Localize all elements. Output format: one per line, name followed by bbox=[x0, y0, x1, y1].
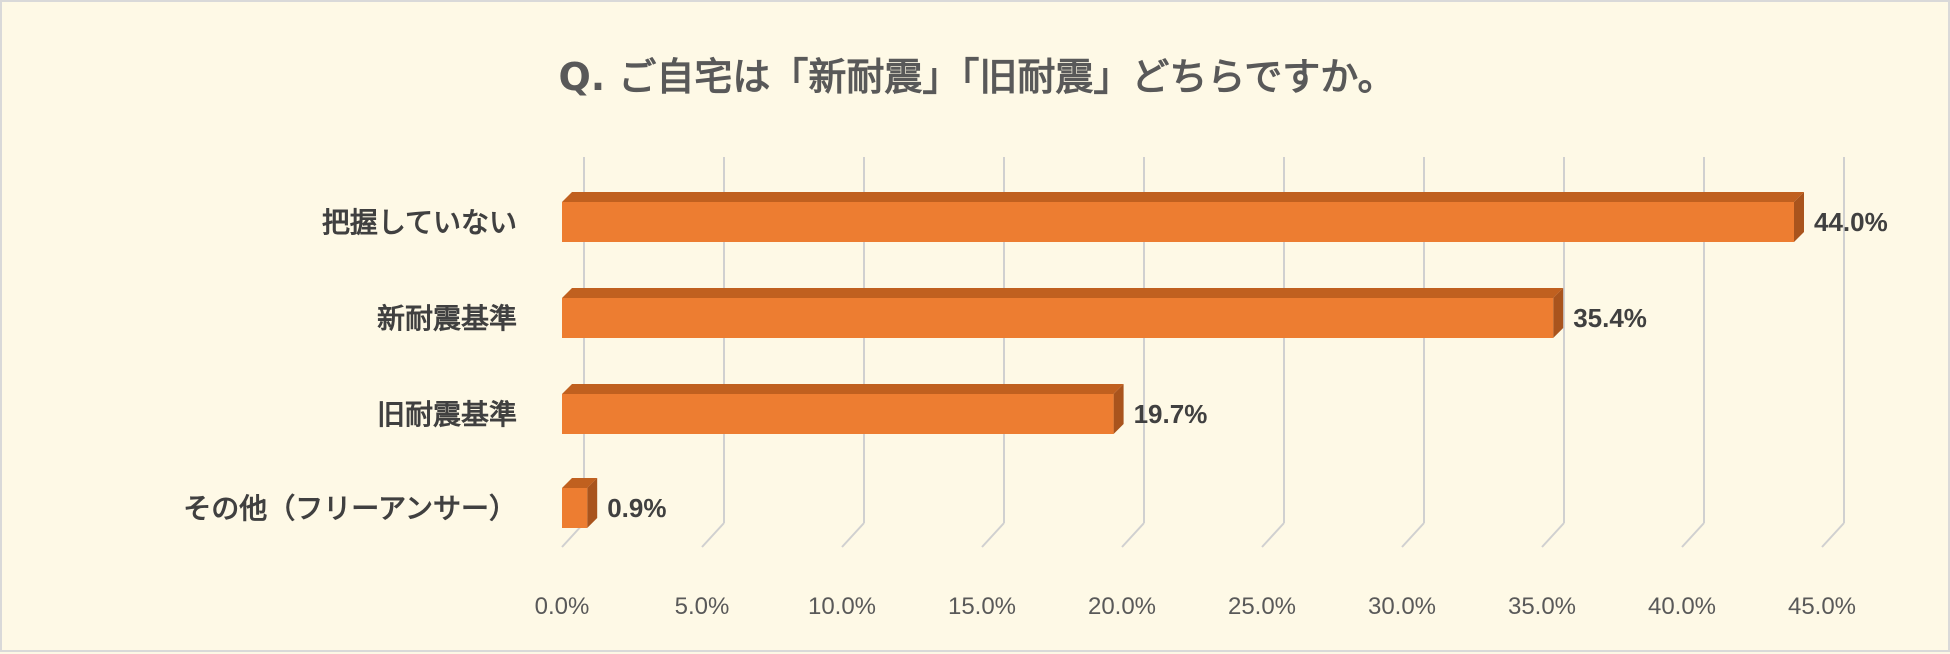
bar-side bbox=[1553, 288, 1564, 338]
gridline-floor bbox=[1541, 522, 1565, 548]
gridline-floor bbox=[701, 522, 725, 548]
gridline-floor bbox=[1401, 522, 1425, 548]
x-tick-label: 45.0% bbox=[1788, 593, 1856, 620]
bar-side bbox=[587, 478, 598, 528]
data-label: 0.9% bbox=[607, 493, 666, 523]
gridline-floor bbox=[1261, 522, 1285, 548]
bar-top bbox=[562, 478, 598, 488]
category-label: 把握していない bbox=[322, 206, 517, 239]
x-tick-label: 15.0% bbox=[948, 593, 1016, 620]
bar bbox=[562, 298, 1554, 338]
bar-top bbox=[562, 384, 1124, 394]
x-tick-label: 35.0% bbox=[1508, 593, 1576, 620]
bar-side bbox=[1794, 192, 1804, 242]
x-tick-label: 25.0% bbox=[1228, 593, 1296, 620]
category-label: その他（フリーアンサー） bbox=[183, 492, 517, 525]
data-label: 44.0% bbox=[1814, 207, 1888, 237]
x-tick-label: 0.0% bbox=[535, 593, 590, 620]
gridline-floor bbox=[981, 522, 1005, 548]
data-label: 19.7% bbox=[1134, 399, 1208, 429]
x-tick-label: 40.0% bbox=[1648, 593, 1716, 620]
x-tick-label: 30.0% bbox=[1368, 593, 1436, 620]
gridline-floor bbox=[1821, 522, 1845, 548]
bar-top bbox=[562, 288, 1564, 298]
bar-top bbox=[562, 192, 1804, 202]
x-tick-label: 20.0% bbox=[1088, 593, 1156, 620]
bar-side bbox=[1113, 384, 1124, 434]
gridline-floor bbox=[1681, 522, 1705, 548]
x-tick-label: 5.0% bbox=[675, 593, 730, 620]
data-label: 35.4% bbox=[1573, 303, 1647, 333]
category-label: 新耐震基準 bbox=[377, 302, 517, 335]
gridline-floor bbox=[1121, 522, 1145, 548]
bar bbox=[562, 394, 1114, 434]
gridline-floor bbox=[841, 522, 865, 548]
x-tick-label: 10.0% bbox=[808, 593, 876, 620]
chart-title: Q. ご自宅は「新耐震」「旧耐震」どちらですか。 bbox=[558, 55, 1396, 99]
category-label: 旧耐震基準 bbox=[377, 398, 517, 431]
bar bbox=[562, 488, 588, 528]
bar bbox=[562, 202, 1794, 242]
